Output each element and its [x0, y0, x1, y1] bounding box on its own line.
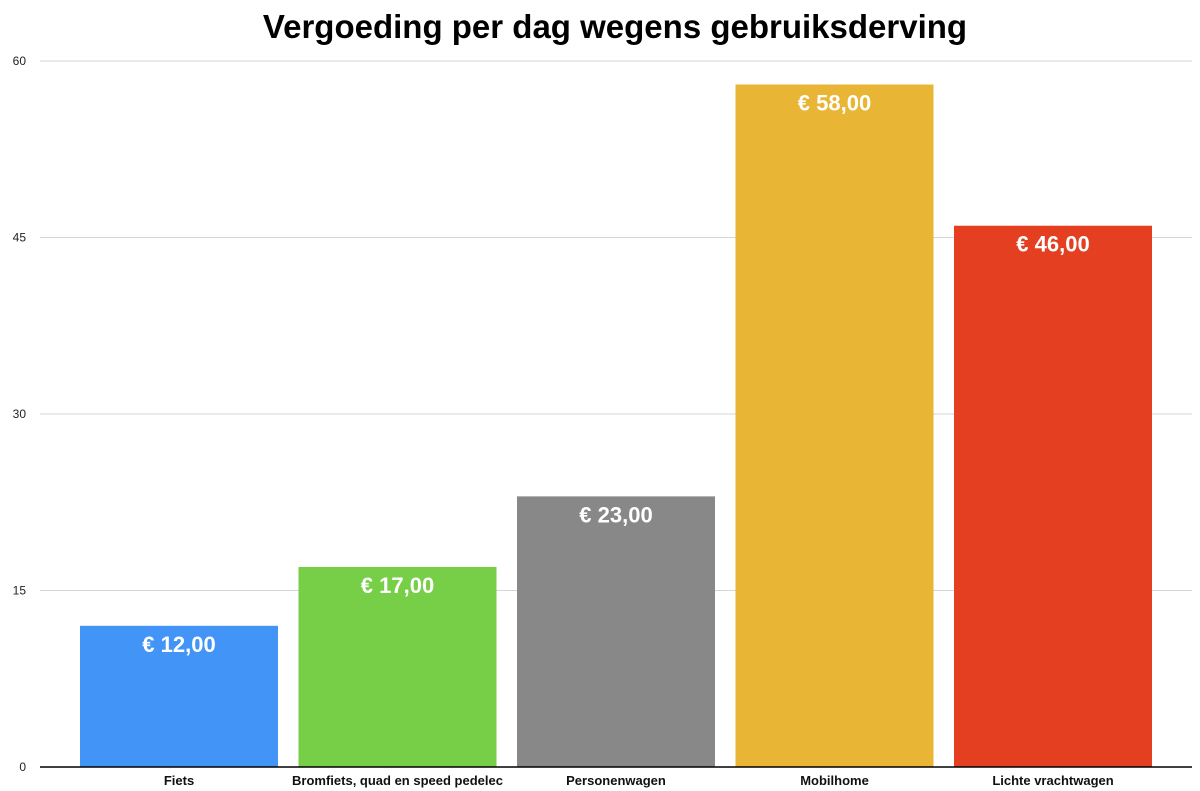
- x-tick-label: Fiets: [164, 773, 194, 788]
- x-tick-label: Lichte vrachtwagen: [992, 773, 1113, 788]
- bar-0: [80, 625, 278, 767]
- bar-3: [735, 84, 934, 768]
- y-tick-label: 0: [19, 760, 26, 774]
- data-label: € 17,00: [361, 573, 434, 598]
- x-tick-label: Personenwagen: [566, 773, 666, 788]
- y-tick-label: 45: [13, 231, 27, 245]
- bar-2: [517, 496, 715, 767]
- y-tick-label: 30: [13, 407, 27, 421]
- data-label: € 58,00: [798, 91, 871, 116]
- data-label: € 23,00: [579, 502, 652, 527]
- bar-layer: [80, 84, 1152, 768]
- x-tick-label: Mobilhome: [800, 773, 869, 788]
- data-label: € 46,00: [1016, 232, 1089, 257]
- label-layer: 0 15 30 45 60 € 12,00 Fiets € 17,00 Bromfiets, q…: [13, 54, 1192, 788]
- y-tick-label: 15: [13, 584, 27, 598]
- y-tick-label: 60: [13, 54, 27, 68]
- bar-4: [954, 225, 1152, 767]
- x-tick-label: Bromfiets, quad en speed pedelec: [292, 773, 503, 788]
- data-label: € 12,00: [142, 632, 215, 657]
- bar-1: [298, 566, 497, 767]
- chart-title: Vergoeding per dag wegens gebruiksdervin…: [262, 8, 968, 45]
